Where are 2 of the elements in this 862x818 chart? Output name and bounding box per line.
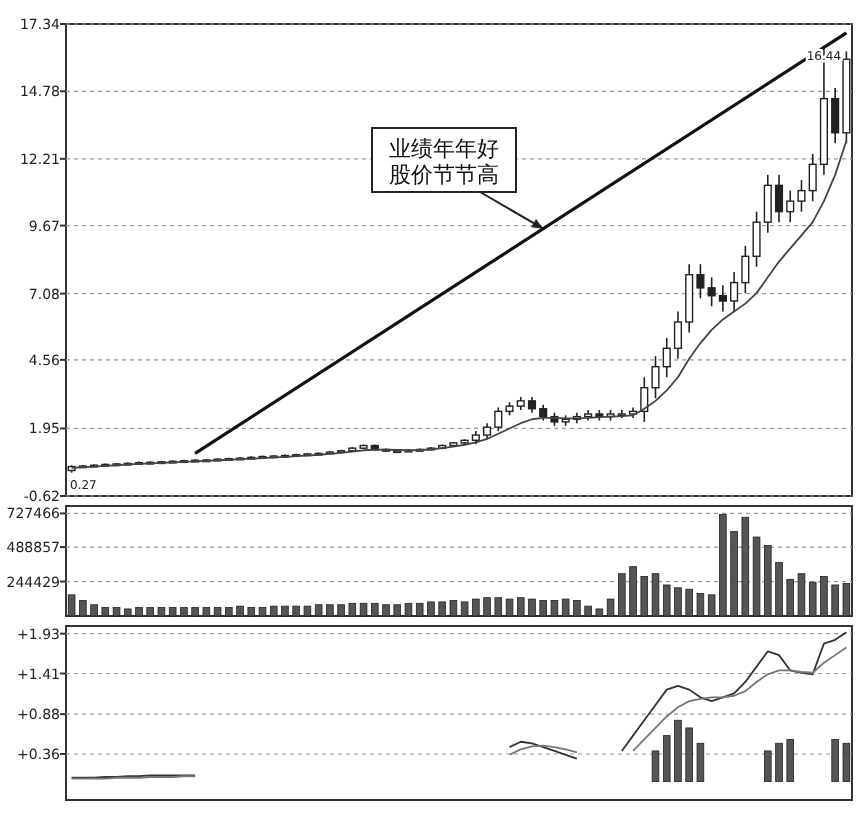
annotation: 业绩年年好股价节节高 <box>389 136 499 188</box>
annotation-box: 业绩年年好股价节节高 <box>371 127 517 193</box>
